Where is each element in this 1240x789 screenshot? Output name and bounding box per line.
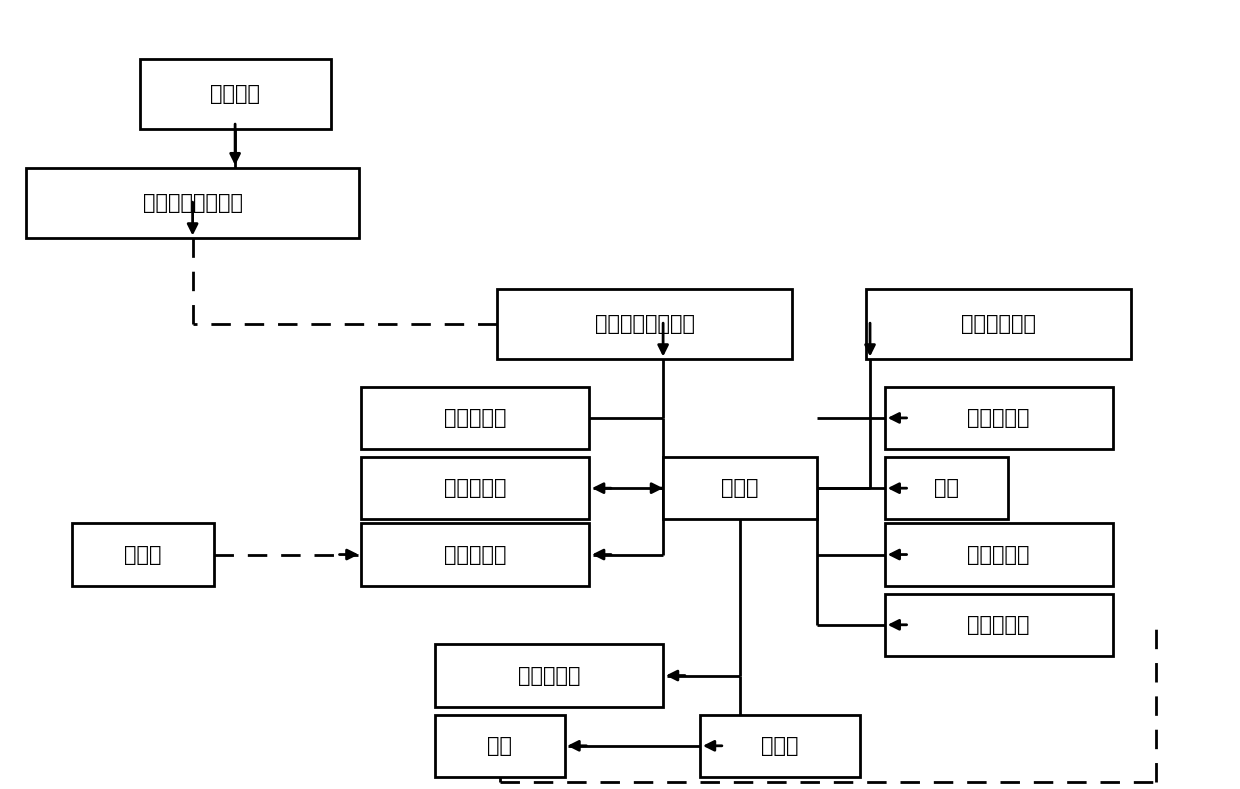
FancyBboxPatch shape [140, 59, 331, 129]
Text: 控制面板: 控制面板 [210, 84, 260, 104]
Text: 进水电磁阀: 进水电磁阀 [967, 408, 1030, 428]
Text: 检测器: 检测器 [761, 736, 799, 756]
FancyBboxPatch shape [435, 645, 663, 707]
Text: 水泵: 水泵 [934, 478, 959, 498]
Text: 气体流量计: 气体流量计 [967, 615, 1030, 635]
FancyBboxPatch shape [885, 593, 1112, 656]
Text: 控制器: 控制器 [722, 478, 759, 498]
Text: 排气电磁阀: 排气电磁阀 [444, 544, 506, 565]
FancyBboxPatch shape [361, 387, 589, 449]
FancyBboxPatch shape [663, 457, 817, 519]
FancyBboxPatch shape [885, 457, 1008, 519]
Text: 远程端信号收发器: 远程端信号收发器 [143, 193, 243, 213]
FancyBboxPatch shape [867, 289, 1131, 359]
FancyBboxPatch shape [497, 289, 792, 359]
FancyBboxPatch shape [361, 523, 589, 585]
FancyBboxPatch shape [435, 715, 564, 777]
FancyBboxPatch shape [26, 168, 358, 238]
Text: 排气孔: 排气孔 [124, 544, 161, 565]
Text: 装置端信号收发器: 装置端信号收发器 [595, 314, 694, 335]
Text: 时间控制器: 时间控制器 [444, 478, 506, 498]
FancyBboxPatch shape [701, 715, 861, 777]
Text: 出水电磁阀: 出水电磁阀 [967, 544, 1030, 565]
FancyBboxPatch shape [361, 457, 589, 519]
Text: 液位传感器: 液位传感器 [444, 408, 506, 428]
Text: 信息储存单元: 信息储存单元 [961, 314, 1037, 335]
Text: 采气电磁阀: 采气电磁阀 [518, 666, 580, 686]
FancyBboxPatch shape [885, 523, 1112, 585]
FancyBboxPatch shape [72, 523, 213, 585]
Text: 气泵: 气泵 [487, 736, 512, 756]
FancyBboxPatch shape [885, 387, 1112, 449]
